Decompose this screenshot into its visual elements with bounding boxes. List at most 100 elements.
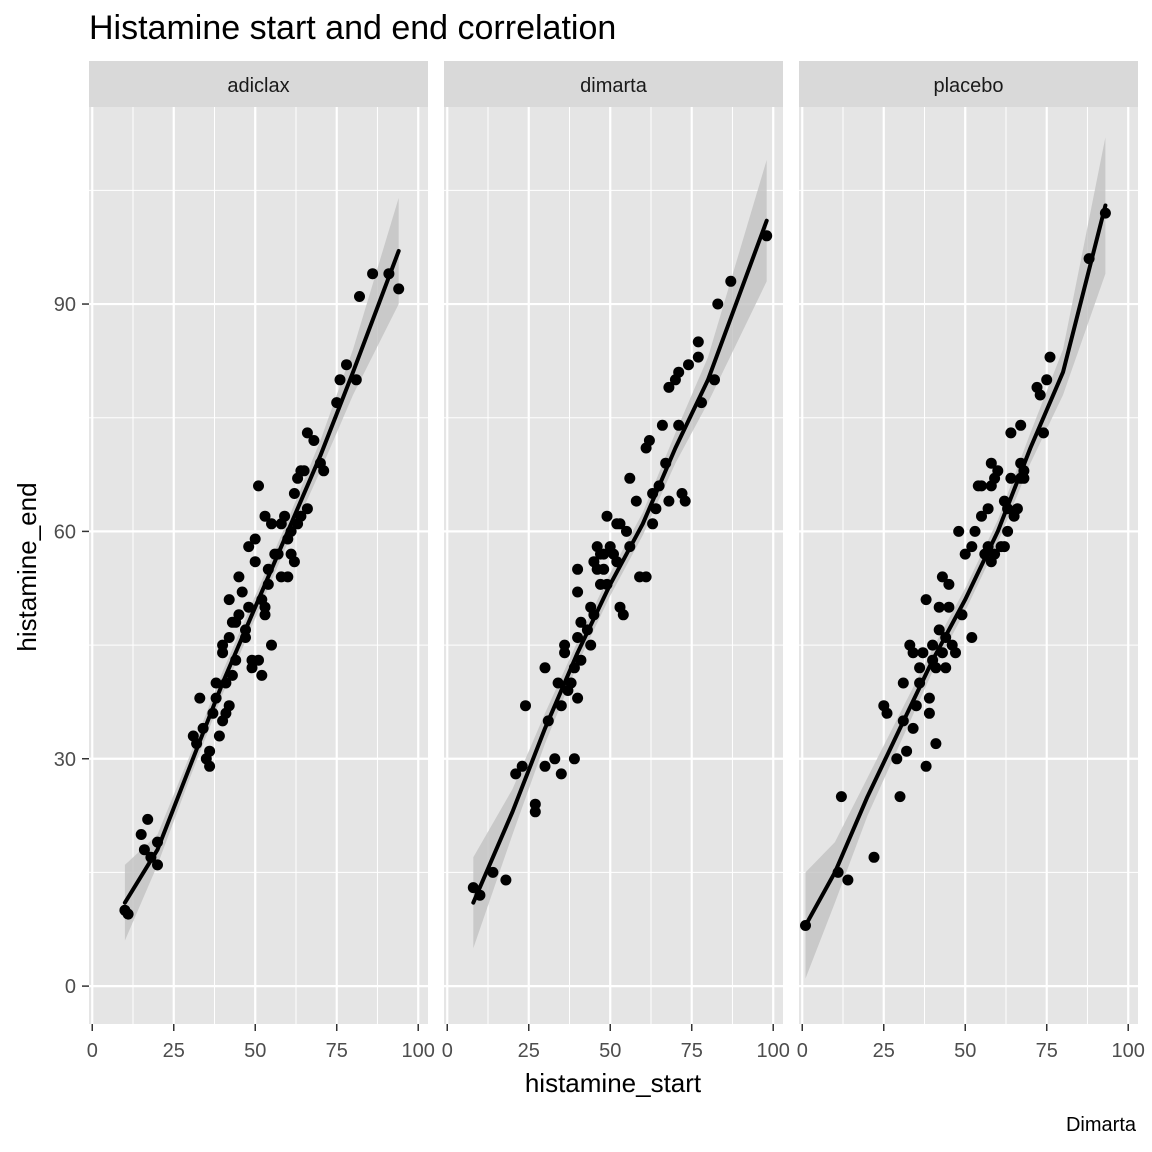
data-point — [835, 791, 847, 803]
data-point — [279, 510, 291, 522]
data-point — [985, 457, 997, 469]
data-point — [901, 745, 913, 757]
data-point — [1011, 503, 1023, 515]
x-tick-label: 50 — [599, 1040, 621, 1062]
data-point — [510, 768, 522, 780]
data-point — [943, 601, 955, 613]
data-point — [223, 700, 235, 712]
data-point — [679, 495, 691, 507]
data-point — [194, 692, 206, 704]
data-point — [138, 844, 150, 856]
data-point — [923, 692, 935, 704]
data-point — [516, 760, 528, 772]
data-point — [529, 806, 541, 818]
data-point — [555, 700, 567, 712]
chart-title: Histamine start and end correlation — [89, 9, 616, 47]
data-point — [549, 753, 561, 765]
data-point — [601, 510, 613, 522]
data-point — [683, 359, 694, 371]
data-point — [233, 571, 245, 583]
data-point — [976, 480, 987, 492]
smooth-fit-line — [471, 218, 769, 905]
data-point — [914, 662, 926, 674]
data-point — [585, 639, 597, 651]
smooth-fit-line — [122, 249, 401, 905]
x-tick-label: 0 — [442, 1040, 453, 1062]
data-point — [663, 495, 675, 507]
facet-strip — [799, 61, 1138, 107]
data-point — [933, 601, 945, 613]
data-point — [1044, 351, 1056, 363]
data-point — [640, 571, 652, 583]
data-point — [907, 647, 919, 659]
data-point — [559, 639, 571, 651]
data-point — [350, 374, 362, 386]
data-point — [223, 594, 235, 606]
data-point — [259, 510, 271, 522]
data-point — [621, 525, 632, 537]
data-point — [226, 669, 238, 681]
data-point — [298, 465, 310, 477]
data-point — [673, 419, 685, 431]
data-point — [920, 594, 932, 606]
data-point — [152, 859, 163, 871]
data-point — [266, 518, 277, 530]
data-point — [673, 366, 685, 378]
data-point — [213, 730, 225, 742]
x-tick-label: 75 — [326, 1040, 348, 1062]
data-point — [249, 533, 261, 545]
data-point — [487, 866, 499, 878]
data-point — [539, 662, 551, 674]
data-point — [894, 791, 906, 803]
x-tick-label: 25 — [163, 1040, 185, 1062]
data-point — [565, 677, 577, 689]
x-tick-label: 75 — [1036, 1040, 1058, 1062]
facet-panel-adiclax: adiclax 0 25 50 75 100 — [87, 61, 435, 1062]
data-point — [217, 639, 229, 651]
data-point — [656, 419, 668, 431]
facet-strip — [444, 61, 783, 107]
x-tick-label: 100 — [757, 1040, 790, 1062]
data-point — [923, 707, 935, 719]
data-point — [1005, 427, 1017, 439]
data-point — [943, 578, 955, 590]
data-point — [624, 472, 636, 484]
x-tick-label: 0 — [797, 1040, 808, 1062]
data-point — [1034, 389, 1046, 401]
data-point — [868, 851, 880, 863]
data-point — [933, 624, 945, 636]
data-point — [341, 359, 352, 371]
data-point — [598, 548, 610, 560]
data-point — [301, 427, 313, 439]
facet-strip-label: dimarta — [580, 75, 648, 97]
data-point — [897, 677, 909, 689]
data-point — [927, 639, 939, 651]
data-point — [598, 563, 610, 575]
data-point — [1041, 374, 1053, 386]
data-point — [692, 351, 704, 363]
data-point — [709, 374, 720, 386]
chart-caption: Dimarta — [1066, 1114, 1137, 1136]
data-point — [930, 662, 942, 674]
x-tick-label: 100 — [1112, 1040, 1145, 1062]
data-point — [907, 722, 919, 734]
data-point — [282, 571, 294, 583]
x-tick-label: 75 — [681, 1040, 703, 1062]
facet-panels: 0 30 60 90 adiclax 0 25 50 75 100 dimarta 0 25 50 75 10… — [54, 61, 1145, 1062]
data-point — [1005, 472, 1017, 484]
data-point — [842, 874, 854, 886]
data-point — [930, 738, 942, 750]
data-point — [243, 601, 255, 613]
data-point — [692, 336, 704, 348]
x-axis-label: histamine_start — [525, 1068, 702, 1098]
data-point — [650, 503, 662, 515]
data-point — [575, 616, 587, 628]
data-point — [204, 760, 216, 772]
data-point — [217, 647, 229, 659]
data-point — [318, 465, 330, 477]
data-point — [976, 510, 987, 522]
data-point — [568, 753, 580, 765]
y-tick-label: 30 — [54, 749, 76, 771]
data-point — [288, 488, 300, 499]
